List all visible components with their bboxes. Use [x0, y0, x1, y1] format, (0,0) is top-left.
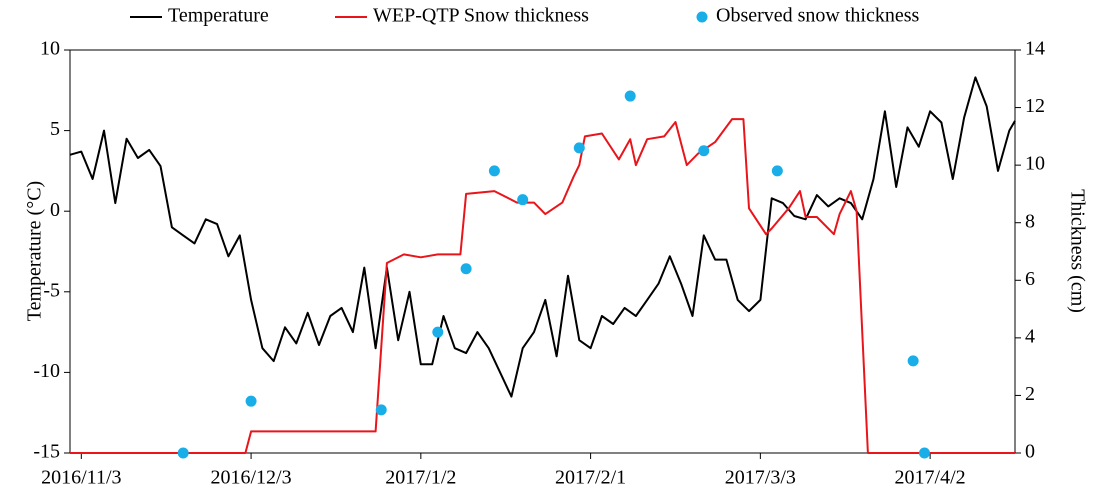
series-line — [70, 118, 1015, 454]
y-tick-label: -15 — [33, 441, 60, 463]
y-tick-label: 0 — [50, 199, 60, 221]
data-point — [771, 165, 783, 177]
data-point — [907, 355, 919, 367]
data-point — [460, 263, 472, 275]
y2-axis-label: Thickness (cm) — [1066, 189, 1088, 313]
data-point — [375, 404, 387, 416]
data-point — [517, 194, 529, 206]
x-tick-label: 2017/1/2 — [385, 467, 456, 489]
y-tick-label: -10 — [33, 360, 60, 382]
data-point — [432, 326, 444, 338]
data-point — [488, 165, 500, 177]
data-point — [624, 90, 636, 102]
x-tick-label: 2017/3/3 — [725, 467, 796, 489]
y2-tick-label: 12 — [1025, 95, 1045, 117]
series-line — [69, 76, 1016, 398]
data-point — [177, 447, 189, 459]
y2-tick-label: 2 — [1025, 383, 1035, 405]
legend-label: Temperature — [168, 5, 269, 27]
y2-tick-label: 6 — [1025, 268, 1035, 290]
y-tick-label: 5 — [50, 118, 60, 140]
y2-tick-label: 10 — [1025, 153, 1045, 175]
y-tick-label: -5 — [43, 279, 60, 301]
x-tick-label: 2016/11/3 — [41, 467, 121, 489]
x-tick-label: 2016/12/3 — [211, 467, 292, 489]
data-point — [918, 447, 930, 459]
data-point — [573, 142, 585, 154]
x-tick-label: 2017/2/1 — [555, 467, 626, 489]
legend-label: Observed snow thickness — [716, 5, 920, 27]
x-tick-label: 2017/4/2 — [895, 467, 966, 489]
legend-marker — [696, 11, 708, 23]
y-tick-label: 10 — [40, 38, 60, 60]
legend-label: WEP-QTP Snow thickness — [373, 5, 589, 27]
data-point — [698, 145, 710, 157]
y2-tick-label: 8 — [1025, 210, 1035, 232]
y-axis-label: Temperature (°C) — [24, 181, 46, 321]
y2-tick-label: 0 — [1025, 441, 1035, 463]
y2-tick-label: 14 — [1025, 38, 1045, 60]
plot-frame — [69, 49, 1016, 454]
y2-tick-label: 4 — [1025, 325, 1035, 347]
data-point — [245, 395, 257, 407]
